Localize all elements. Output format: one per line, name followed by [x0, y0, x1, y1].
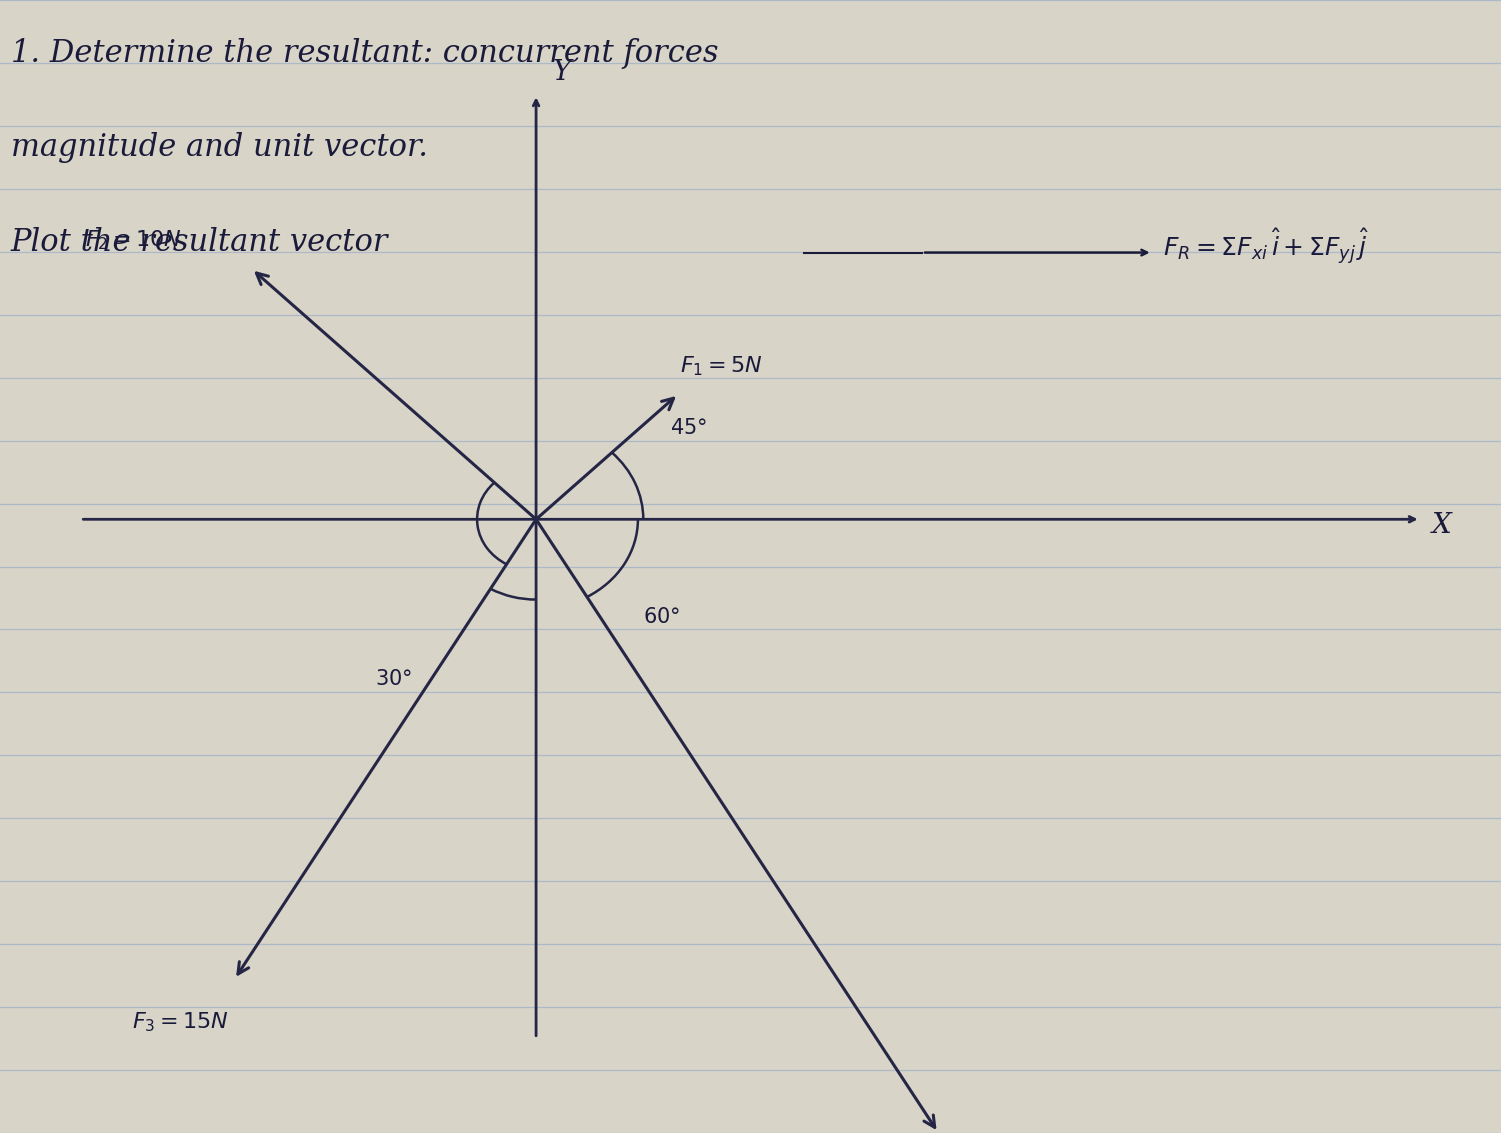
Text: Plot the resultant vector: Plot the resultant vector	[11, 227, 389, 257]
Text: magnitude and unit vector.: magnitude and unit vector.	[11, 133, 428, 163]
Text: 1. Determine the resultant: concurrent forces: 1. Determine the resultant: concurrent f…	[11, 37, 717, 69]
Text: $45°$: $45°$	[669, 418, 707, 438]
Text: Y: Y	[552, 59, 570, 86]
Text: $F_2=10N$: $F_2=10N$	[86, 229, 182, 253]
Text: X: X	[1432, 512, 1451, 539]
Text: $F_1=5N$: $F_1=5N$	[680, 353, 763, 377]
Text: $F_3=15N$: $F_3=15N$	[132, 1010, 230, 1033]
Text: $30°$: $30°$	[375, 668, 413, 689]
Text: $60°$: $60°$	[644, 607, 680, 628]
Text: $F_R = \Sigma F_{xi}\,\hat{i} + \Sigma F_{yj}\,\hat{j}$: $F_R = \Sigma F_{xi}\,\hat{i} + \Sigma F…	[1163, 227, 1369, 267]
